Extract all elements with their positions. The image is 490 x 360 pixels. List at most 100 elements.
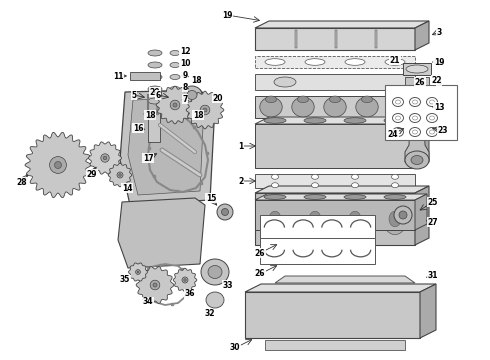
Text: 9: 9 (182, 71, 188, 80)
Ellipse shape (356, 97, 378, 117)
Ellipse shape (304, 195, 326, 199)
Text: 18: 18 (191, 76, 201, 85)
Ellipse shape (49, 157, 67, 174)
Text: 32: 32 (205, 310, 215, 319)
Ellipse shape (329, 96, 341, 103)
Polygon shape (255, 117, 429, 124)
Text: 36: 36 (185, 289, 195, 298)
Ellipse shape (406, 65, 428, 73)
Ellipse shape (393, 96, 405, 103)
Text: 3: 3 (437, 27, 441, 36)
Text: 26: 26 (255, 270, 265, 279)
Bar (265, 340, 405, 350)
Polygon shape (255, 21, 429, 28)
Ellipse shape (345, 59, 365, 65)
Text: 20: 20 (213, 94, 223, 103)
Ellipse shape (388, 97, 410, 117)
Polygon shape (415, 117, 429, 168)
Ellipse shape (312, 174, 318, 179)
Bar (255, 74, 415, 90)
Polygon shape (255, 200, 415, 230)
Ellipse shape (304, 118, 326, 123)
Ellipse shape (148, 86, 162, 92)
Ellipse shape (264, 195, 286, 199)
Polygon shape (186, 91, 224, 129)
Ellipse shape (170, 63, 180, 68)
Ellipse shape (148, 50, 162, 56)
Ellipse shape (303, 203, 327, 235)
Text: 7: 7 (182, 95, 188, 104)
Ellipse shape (305, 59, 325, 65)
Ellipse shape (411, 156, 423, 165)
Ellipse shape (170, 100, 180, 110)
Ellipse shape (260, 97, 282, 117)
Bar (130, 72, 160, 80)
Text: 11: 11 (113, 72, 123, 81)
Ellipse shape (182, 277, 188, 283)
Polygon shape (255, 194, 427, 200)
Ellipse shape (269, 211, 281, 227)
Ellipse shape (384, 195, 406, 199)
Ellipse shape (384, 118, 406, 123)
Ellipse shape (405, 151, 429, 169)
Text: 1: 1 (238, 141, 244, 150)
Polygon shape (108, 163, 132, 187)
Text: 4: 4 (437, 77, 441, 86)
Ellipse shape (399, 211, 407, 219)
Text: 13: 13 (434, 103, 444, 112)
Polygon shape (255, 186, 429, 193)
Text: 27: 27 (428, 217, 439, 226)
Bar (385, 85, 457, 140)
Polygon shape (245, 284, 436, 292)
Text: 10: 10 (180, 59, 190, 68)
Ellipse shape (119, 174, 121, 176)
Polygon shape (136, 266, 174, 303)
Text: 25: 25 (428, 198, 438, 207)
Ellipse shape (349, 211, 361, 227)
Text: 19: 19 (434, 58, 444, 67)
Bar (405, 77, 429, 95)
Ellipse shape (266, 96, 276, 103)
Text: 16: 16 (133, 123, 143, 132)
Text: 29: 29 (87, 170, 97, 179)
Ellipse shape (168, 112, 176, 117)
Ellipse shape (208, 266, 222, 279)
Ellipse shape (292, 97, 314, 117)
Text: 18: 18 (145, 111, 155, 120)
Ellipse shape (144, 112, 152, 117)
Ellipse shape (150, 280, 160, 290)
Polygon shape (173, 268, 197, 292)
Text: 17: 17 (143, 153, 153, 162)
Bar (255, 174, 415, 188)
Ellipse shape (217, 204, 233, 220)
Ellipse shape (265, 59, 285, 65)
Ellipse shape (385, 59, 405, 65)
Polygon shape (255, 124, 415, 168)
Ellipse shape (389, 211, 401, 227)
Ellipse shape (392, 183, 398, 188)
Polygon shape (415, 186, 429, 245)
Text: 33: 33 (223, 280, 233, 289)
Bar (335, 30, 337, 48)
Ellipse shape (148, 62, 162, 68)
Ellipse shape (101, 154, 109, 162)
Ellipse shape (362, 96, 372, 103)
Ellipse shape (263, 203, 287, 235)
Ellipse shape (148, 74, 162, 80)
Ellipse shape (136, 270, 141, 274)
Text: 24: 24 (388, 130, 398, 139)
Ellipse shape (274, 77, 296, 87)
Text: 23: 23 (438, 126, 448, 135)
Text: 34: 34 (143, 297, 153, 306)
Text: 26: 26 (255, 248, 265, 257)
Ellipse shape (324, 97, 346, 117)
Ellipse shape (297, 96, 309, 103)
Polygon shape (118, 198, 205, 268)
Ellipse shape (206, 292, 224, 308)
Polygon shape (128, 98, 204, 195)
Ellipse shape (271, 174, 278, 179)
Ellipse shape (271, 183, 278, 188)
Ellipse shape (184, 279, 186, 281)
Text: 5: 5 (131, 90, 137, 99)
Text: 2: 2 (238, 176, 244, 185)
